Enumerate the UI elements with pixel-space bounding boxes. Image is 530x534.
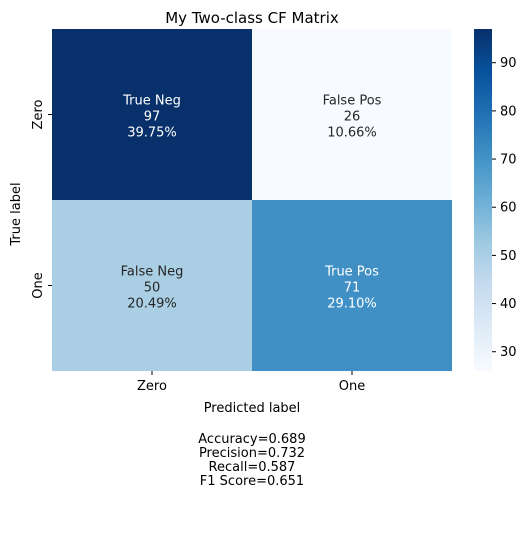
cell-label: True Neg — [122, 94, 181, 109]
colorbar-tick-label: 30 — [500, 345, 517, 360]
cell-label: False Pos — [323, 94, 382, 109]
metric-accuracy: Accuracy=0.689 — [198, 432, 306, 447]
colorbar — [474, 29, 492, 371]
cell-count: 97 — [144, 110, 161, 125]
colorbar-tick-label: 60 — [500, 201, 517, 216]
cell-count: 71 — [344, 281, 361, 296]
colorbar-tick-label: 80 — [500, 104, 517, 119]
y-axis-label: True label — [9, 182, 24, 246]
x-tick-label: Zero — [137, 379, 167, 394]
y-tick-label: One — [31, 272, 46, 298]
colorbar-tick-label: 90 — [500, 56, 517, 71]
colorbar-tick-label: 70 — [500, 153, 517, 168]
metric-precision: Precision=0.732 — [198, 446, 306, 461]
chart-title: My Two-class CF Matrix — [165, 9, 339, 27]
cell-percent: 29.10% — [327, 297, 377, 312]
heatmap-cell — [252, 29, 452, 200]
colorbar-tick-label: 50 — [500, 249, 517, 264]
heatmap-cell — [252, 200, 452, 371]
metrics-block: Accuracy=0.689 Precision=0.732 Recall=0.… — [0, 433, 504, 489]
cell-count: 26 — [344, 110, 361, 125]
cell-percent: 10.66% — [327, 126, 377, 141]
metric-recall: Recall=0.587 — [208, 460, 296, 475]
x-tick-label: One — [339, 379, 365, 394]
cell-label: True Pos — [324, 265, 379, 280]
y-tick-label: Zero — [31, 99, 46, 129]
x-axis-ticks: Zero One — [137, 371, 365, 394]
cell-label: False Neg — [121, 265, 184, 280]
cell-percent: 20.49% — [127, 297, 177, 312]
colorbar-tick-label: 40 — [500, 297, 517, 312]
cell-percent: 39.75% — [127, 126, 177, 141]
colorbar-ticks: 30 40 50 60 70 80 90 — [492, 56, 517, 360]
y-axis-ticks: Zero One — [31, 99, 52, 299]
heatmap-cell — [52, 29, 252, 200]
x-axis-label: Predicted label — [204, 401, 301, 416]
cell-count: 50 — [144, 281, 161, 296]
metric-f1: F1 Score=0.651 — [199, 474, 305, 489]
heatmap-cell — [52, 200, 252, 371]
